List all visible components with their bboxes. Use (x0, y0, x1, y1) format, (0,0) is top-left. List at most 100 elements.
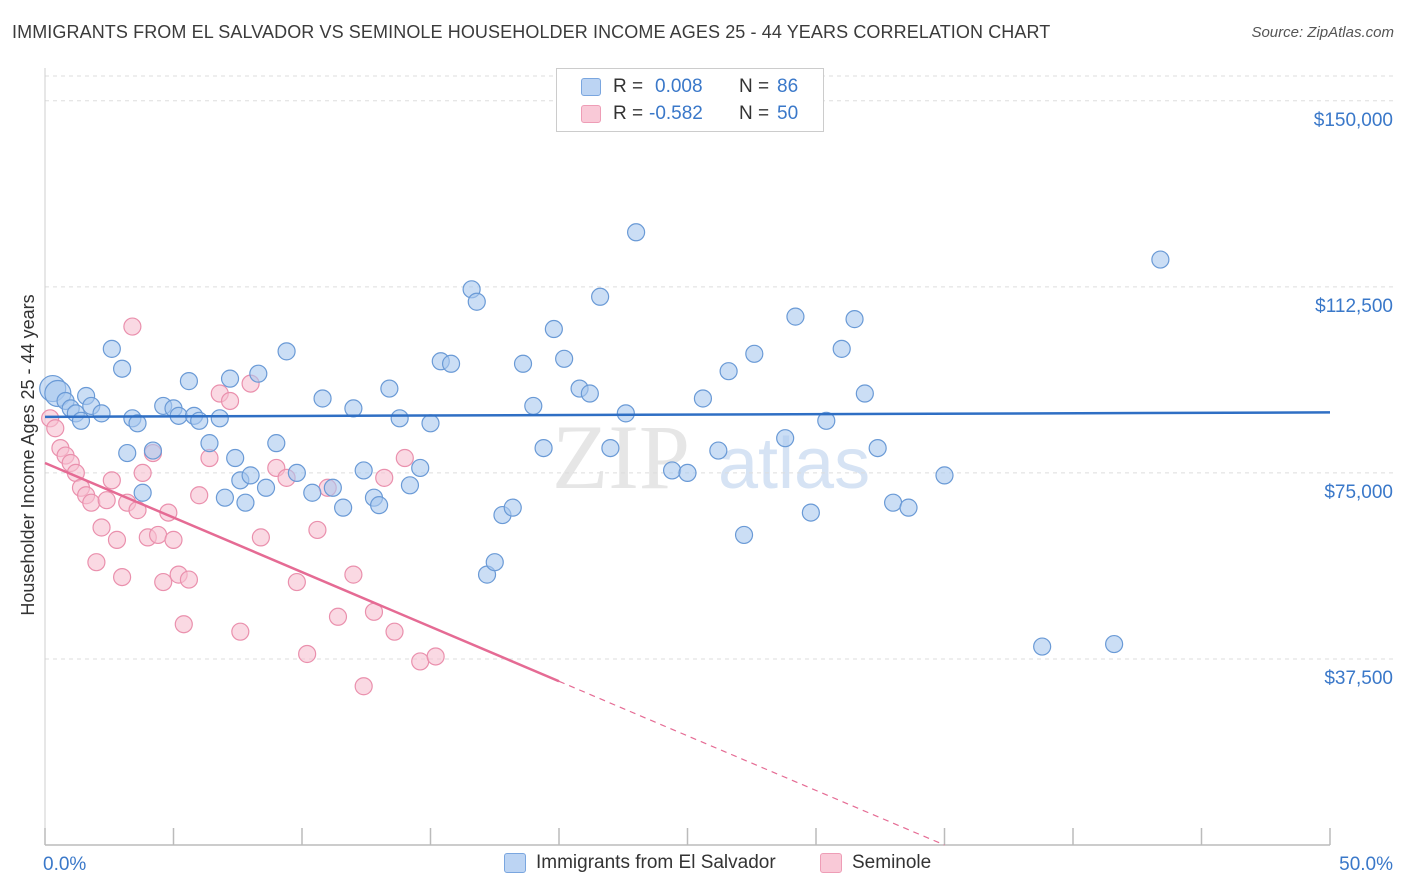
seminole-point (154, 572, 173, 592)
el-salvador-point (323, 478, 342, 497)
el-salvador-point (370, 496, 389, 515)
seminole-point (102, 471, 121, 490)
tick-labels: $37,500 $75,000 $112,500 $150,000 0.0% 50.0% (43, 110, 1393, 875)
legend-row-el-salvador: R = 0.008 N = 86 (581, 75, 798, 99)
seminole-point (231, 622, 250, 641)
series-swatch-pink (820, 853, 842, 873)
el-salvador-point (344, 399, 363, 418)
el-salvador-point (485, 553, 504, 572)
el-salvador-point (190, 411, 209, 430)
seminole-point (287, 572, 306, 592)
el-salvador-point (380, 379, 399, 398)
watermark-zip: ZIP (552, 406, 690, 508)
seminole-point (82, 493, 101, 512)
el-salvador-point (133, 483, 152, 502)
el-salvador-point (287, 463, 306, 483)
el-salvador-point (1105, 634, 1124, 654)
el-salvador-point (734, 525, 754, 545)
el-salvador-point (678, 463, 697, 483)
el-salvador-point (883, 493, 903, 512)
y-axis-label: Householder Income Ages 25 - 44 years (18, 294, 38, 615)
el-salvador-point (1151, 250, 1170, 269)
el-salvador-points (39, 223, 1170, 656)
legend-row-seminole: R = -0.582 N = 50 (581, 102, 798, 126)
source-label: Source: ZipAtlas.com (1251, 24, 1394, 41)
seminole-point (375, 468, 394, 487)
seminole-point (133, 463, 152, 483)
el-salvador-point (92, 404, 111, 423)
el-salvador-point (786, 307, 805, 326)
series-name: Immigrants from El Salvador (536, 852, 776, 873)
legend-n-label: N = (739, 76, 770, 97)
seminole-point (46, 419, 65, 438)
seminole-point (97, 491, 116, 510)
el-salvador-point (220, 369, 240, 388)
el-salvador-point (303, 483, 322, 502)
legend-swatch-pink (581, 105, 601, 123)
seminole-trend-extension (558, 680, 945, 846)
legend-r-label: R = (613, 103, 644, 124)
seminole-point (385, 622, 404, 641)
seminole-point (354, 677, 373, 696)
el-salvador-point (210, 409, 229, 428)
el-salvador-point (400, 476, 420, 495)
seminole-point (92, 518, 111, 537)
y-tick-label: $75,000 (1324, 482, 1393, 503)
y-tick-label: $37,500 (1324, 668, 1393, 689)
seminole-point (148, 525, 168, 545)
chart-title: IMMIGRANTS FROM EL SALVADOR VS SEMINOLE … (12, 22, 1051, 42)
seminole-point (395, 448, 414, 468)
el-salvador-point (719, 362, 738, 381)
el-salvador-point (555, 349, 574, 368)
el-salvador-point (513, 354, 533, 373)
seminole-point (174, 615, 193, 634)
series-swatch-blue (504, 853, 526, 873)
legend-r-value: 0.008 (655, 76, 703, 97)
el-salvador-point (534, 438, 553, 458)
trend-lines (44, 411, 1331, 846)
el-salvador-point (128, 414, 147, 433)
el-salvador-point (1033, 637, 1052, 656)
el-salvador-point (179, 372, 199, 391)
el-salvador-point (817, 411, 836, 430)
el-salvador-point (845, 310, 864, 329)
el-salvador-point (143, 441, 163, 460)
el-salvador-point (503, 498, 522, 517)
legend-r-value: -0.582 (649, 103, 703, 124)
el-salvador-point (709, 441, 728, 460)
legend-swatch-blue (581, 78, 601, 96)
stats-legend: R = 0.008 N = 86 R = -0.582 N = 50 (556, 68, 824, 132)
el-salvador-point (855, 384, 874, 403)
y-tick-label: $112,500 (1315, 296, 1393, 317)
x-tick-label-max: 50.0% (1339, 854, 1393, 875)
axes (44, 68, 1331, 846)
seminole-trend-line (44, 461, 560, 683)
series-name: Seminole (852, 852, 932, 873)
el-salvador-point (467, 292, 486, 311)
el-salvador-point (662, 461, 682, 480)
grid (45, 75, 1395, 660)
seminole-point (220, 391, 240, 411)
watermark: ZIP atlas (552, 406, 870, 508)
seminole-point (87, 553, 106, 572)
seminole-point (164, 530, 183, 549)
el-salvador-point (745, 344, 764, 363)
seminole-point (344, 565, 363, 584)
el-salvador-point (776, 429, 795, 448)
el-salvador-point (390, 409, 409, 428)
legend-r-label: R = (613, 76, 644, 97)
legend-n-value: 86 (777, 76, 799, 97)
el-salvador-point (601, 438, 620, 458)
seminole-point (123, 317, 142, 336)
el-salvador-point (200, 434, 219, 453)
el-salvador-point (267, 434, 286, 453)
el-salvador-point (626, 223, 646, 242)
el-salvador-trend-line (44, 411, 1331, 419)
seminole-points (41, 317, 445, 696)
el-salvador-point (334, 498, 353, 517)
seminole-point (298, 644, 317, 664)
el-salvador-point (112, 359, 132, 378)
seminole-point (251, 528, 270, 547)
el-salvador-point (256, 478, 276, 497)
y-tick-label: $150,000 (1314, 110, 1393, 131)
